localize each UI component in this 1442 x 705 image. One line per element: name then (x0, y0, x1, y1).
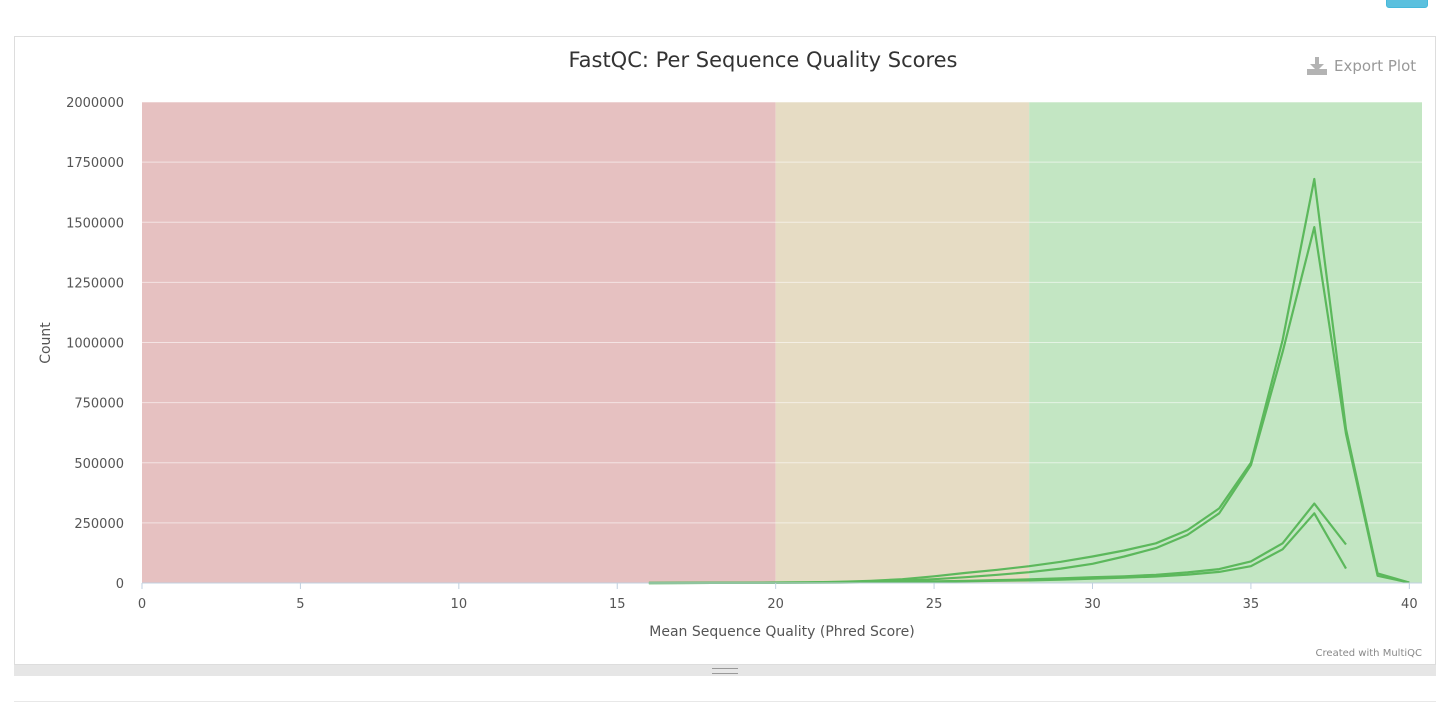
y-tick-label: 1000000 (66, 337, 124, 352)
y-tick-label: 1750000 (66, 156, 124, 171)
y-tick-label: 1500000 (66, 216, 124, 231)
x-axis-label: Mean Sequence Quality (Phred Score) (649, 624, 914, 640)
x-tick-label: 15 (609, 597, 626, 612)
created-with-credit: Created with MultiQC (1316, 648, 1422, 659)
download-icon (1307, 57, 1327, 75)
axes: 0 250000 500000 750000 1000000 1250000 1500000… (66, 96, 1422, 612)
grid-lines (142, 101, 1422, 524)
resize-grip-icon[interactable] (712, 668, 738, 674)
x-tick-label: 20 (767, 597, 784, 612)
y-axis-label: Count (38, 322, 54, 364)
section-divider (14, 701, 1436, 702)
y-tick-label: 2000000 (66, 96, 124, 111)
x-tick-label: 25 (926, 597, 943, 612)
export-plot-button[interactable]: Export Plot (1306, 54, 1416, 78)
x-tick-label: 0 (138, 597, 146, 612)
plot-resize-handle[interactable] (14, 664, 1436, 676)
x-tick-label: 40 (1401, 597, 1418, 612)
y-tick-label: 250000 (74, 517, 124, 532)
y-tick-label: 0 (116, 577, 124, 592)
x-tick-label: 5 (296, 597, 304, 612)
y-tick-label: 1250000 (66, 276, 124, 291)
x-tick-label: 35 (1243, 597, 1260, 612)
y-tick-label: 750000 (74, 397, 124, 412)
y-tick-label: 500000 (74, 457, 124, 472)
x-tick-label: 10 (451, 597, 468, 612)
chart-title: FastQC: Per Sequence Quality Scores (568, 48, 957, 72)
x-tick-label: 30 (1084, 597, 1101, 612)
top-right-button[interactable] (1386, 0, 1428, 8)
export-plot-label: Export Plot (1334, 57, 1417, 75)
